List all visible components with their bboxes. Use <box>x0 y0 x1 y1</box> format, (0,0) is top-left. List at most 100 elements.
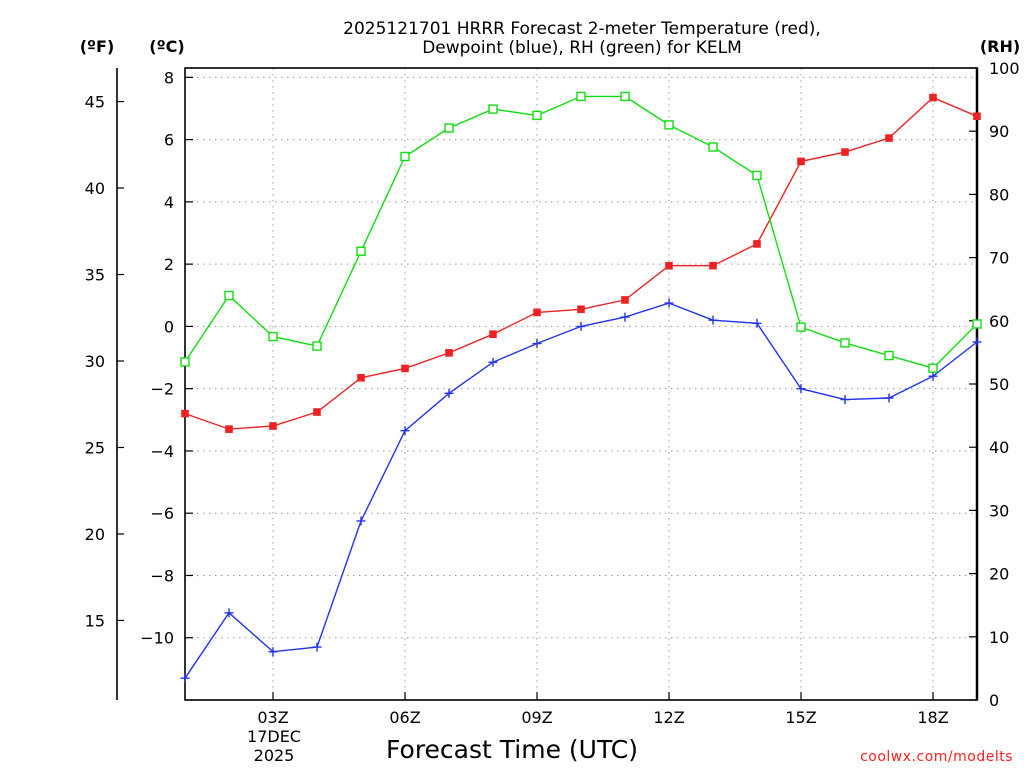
relative-humidity-point <box>708 142 718 152</box>
relative-humidity-point <box>180 357 190 367</box>
celsius-tick-label: −2 <box>150 380 174 399</box>
dewpoint-point <box>620 312 630 322</box>
2-meter-temperature-point <box>973 112 981 121</box>
dewpoint-point <box>884 393 894 403</box>
relative-humidity-point <box>400 151 410 162</box>
dewpoint-point <box>532 339 542 349</box>
time-tick-label: 03Z <box>257 708 288 727</box>
rh-tick-label: 0 <box>989 691 999 710</box>
dewpoint-point <box>356 516 366 526</box>
plot-frame <box>184 67 978 701</box>
date-label-day: 17DEC <box>247 727 301 746</box>
dewpoint-point <box>224 608 234 618</box>
celsius-tick-label: −6 <box>150 504 174 523</box>
rh-tick-label: 90 <box>989 122 1009 141</box>
relative-humidity-point <box>268 331 278 342</box>
dewpoint-point <box>664 298 674 308</box>
2-meter-temperature-point <box>665 261 673 270</box>
2-meter-temperature-point <box>181 409 189 418</box>
dewpoint-line <box>184 302 978 679</box>
2-meter-temperature-point <box>269 422 277 430</box>
dewpoint-point <box>488 357 498 367</box>
rh-tick-label: 50 <box>989 375 1009 394</box>
celsius-tick-label: 0 <box>164 317 174 336</box>
2-meter-temperature-point <box>797 157 805 166</box>
rh-tick-label: 80 <box>989 185 1009 204</box>
time-tick-label: 18Z <box>917 708 948 727</box>
grid-layer <box>185 68 977 700</box>
celsius-tick-label: 6 <box>164 131 174 150</box>
rh-tick-label: 40 <box>989 438 1009 457</box>
fahrenheit-tick-label: 35 <box>85 266 105 285</box>
time-tick-label: 09Z <box>521 708 552 727</box>
celsius-tick-label: −10 <box>140 629 174 648</box>
dewpoint-point <box>268 647 278 657</box>
relative-humidity-point <box>620 91 630 102</box>
celsius-tick-label: 4 <box>164 193 174 212</box>
time-axis: 03Z 06Z 09Z 12Z 15Z 18Z <box>257 692 949 727</box>
time-tick-label: 15Z <box>785 708 816 727</box>
dewpoint-point <box>752 318 762 328</box>
relative-humidity-point <box>796 322 806 332</box>
dewpoint-point <box>444 388 454 398</box>
fahrenheit-tick-label: 30 <box>85 352 105 371</box>
relative-humidity-point <box>444 123 454 133</box>
dewpoint-point <box>840 395 850 405</box>
2-meter-temperature-line <box>184 96 978 430</box>
fahrenheit-tick-label: 40 <box>85 179 105 198</box>
x-axis-label: Forecast Time (UTC) <box>386 735 638 764</box>
time-tick-label: 06Z <box>389 708 420 727</box>
fahrenheit-axis: 45 40 35 30 25 20 15 <box>85 93 124 630</box>
2-meter-temperature-point <box>929 93 937 102</box>
rh-tick-label: 100 <box>989 59 1020 78</box>
fahrenheit-tick-label: 45 <box>85 93 105 112</box>
2-meter-temperature-point <box>709 261 717 270</box>
rh-tick-label: 20 <box>989 565 1009 584</box>
dewpoint-point <box>972 337 982 347</box>
dewpoint-point <box>796 384 806 394</box>
celsius-unit-label: (ºC) <box>149 37 184 56</box>
relative-humidity-point <box>664 120 674 130</box>
rh-tick-label: 60 <box>989 312 1009 331</box>
fahrenheit-tick-label: 20 <box>85 525 105 544</box>
fahrenheit-tick-label: 25 <box>85 438 105 457</box>
rh-tick-label: 30 <box>989 501 1009 520</box>
2-meter-temperature-point <box>841 148 849 156</box>
relative-humidity-point <box>532 110 542 121</box>
relative-humidity-point <box>312 341 322 351</box>
2-meter-temperature-point <box>621 296 629 304</box>
relative-humidity-point <box>928 363 938 373</box>
dewpoint-point <box>928 371 938 381</box>
2-meter-temperature-point <box>885 134 893 142</box>
credit-text: coolwx.com/modelts <box>860 749 1013 765</box>
fahrenheit-unit-label: (ºF) <box>80 37 115 56</box>
rh-unit-label: (RH) <box>980 37 1020 56</box>
dewpoint-point <box>400 426 410 436</box>
relative-humidity-point <box>488 104 498 114</box>
dewpoint-point <box>708 315 718 325</box>
2-meter-temperature-point <box>445 349 453 357</box>
fahrenheit-tick-label: 15 <box>85 611 105 630</box>
chart-title-line-1: 2025121701 HRRR Forecast 2-meter Tempera… <box>343 19 821 39</box>
celsius-tick-label: −8 <box>150 566 174 585</box>
2-meter-temperature-point <box>489 330 497 338</box>
celsius-tick-label: 2 <box>164 255 174 274</box>
2-meter-temperature-point <box>225 425 233 433</box>
2-meter-temperature-point <box>313 408 321 416</box>
time-tick-label: 12Z <box>653 708 684 727</box>
2-meter-temperature-point <box>753 240 761 248</box>
2-meter-temperature-point <box>401 364 409 373</box>
series-layer <box>180 91 982 683</box>
rh-tick-label: 10 <box>989 628 1009 647</box>
relative-humidity-point <box>884 350 894 361</box>
relative-humidity-point <box>840 338 850 348</box>
dewpoint-point <box>312 642 322 652</box>
dewpoint-point <box>180 673 190 683</box>
celsius-axis: 8 6 4 2 0 −2 −4 −6 −8 −10 <box>140 68 193 648</box>
2-meter-temperature-point <box>533 308 541 317</box>
relative-humidity-point <box>972 319 982 329</box>
relative-humidity-point <box>576 91 586 102</box>
dewpoint-point <box>576 321 586 331</box>
